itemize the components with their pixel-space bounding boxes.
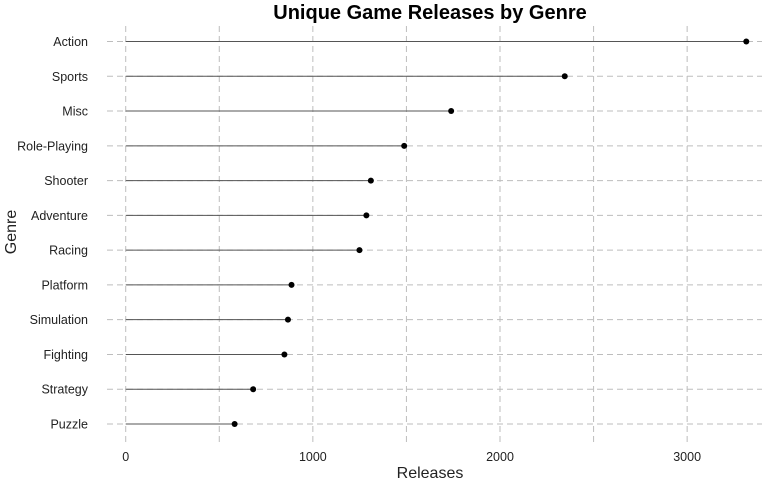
lollipop-marks [125,38,750,427]
x-tick-label: 0 [122,450,129,464]
lollipop-point [284,316,291,323]
x-tick-label: 2000 [486,450,514,464]
lollipop-point [401,142,408,149]
lollipop-point [363,212,370,219]
y-tick-label: Fighting [44,348,89,362]
lollipop-point [367,177,374,184]
chart-title: Unique Game Releases by Genre [273,2,586,24]
grid [107,26,762,442]
y-axis-title: Genre [3,210,20,255]
y-tick-label: Misc [62,105,88,119]
x-axis-title: Releases [397,465,464,480]
x-tick-label: 3000 [673,450,701,464]
y-tick-label: Racing [49,244,88,258]
x-tick-label: 1000 [299,450,327,464]
y-tick-label: Role-Playing [17,139,88,153]
lollipop-point [448,108,455,115]
y-tick-label: Puzzle [50,418,88,432]
lollipop-point [288,281,295,288]
lollipop-point [250,386,257,393]
lollipop-point [281,351,288,358]
y-tick-label: Strategy [41,383,88,397]
x-axis-ticks: 0 1000 2000 3000 [122,450,701,464]
y-tick-label: Action [53,35,88,49]
y-tick-label: Simulation [30,313,88,327]
y-axis-ticks: Action Sports Misc Role-Playing Shooter Adven… [17,35,89,432]
y-tick-label: Sports [52,70,88,84]
y-tick-label: Adventure [31,209,88,223]
lollipop-point [743,38,750,45]
lollipop-point [356,247,363,254]
y-tick-label: Shooter [44,174,88,188]
lollipop-point [561,73,568,80]
y-tick-label: Platform [41,278,88,292]
lollipop-point [231,421,238,427]
